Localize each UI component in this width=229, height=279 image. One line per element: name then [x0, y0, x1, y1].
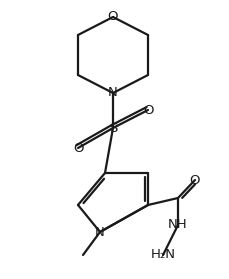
Text: H₂N: H₂N	[150, 249, 175, 261]
Text: O: O	[108, 11, 118, 23]
Text: O: O	[73, 141, 83, 155]
Text: N: N	[95, 225, 105, 239]
Text: N: N	[108, 86, 118, 100]
Text: NH: NH	[168, 218, 188, 232]
Text: O: O	[190, 174, 200, 186]
Text: O: O	[143, 104, 153, 117]
Text: S: S	[109, 121, 117, 134]
